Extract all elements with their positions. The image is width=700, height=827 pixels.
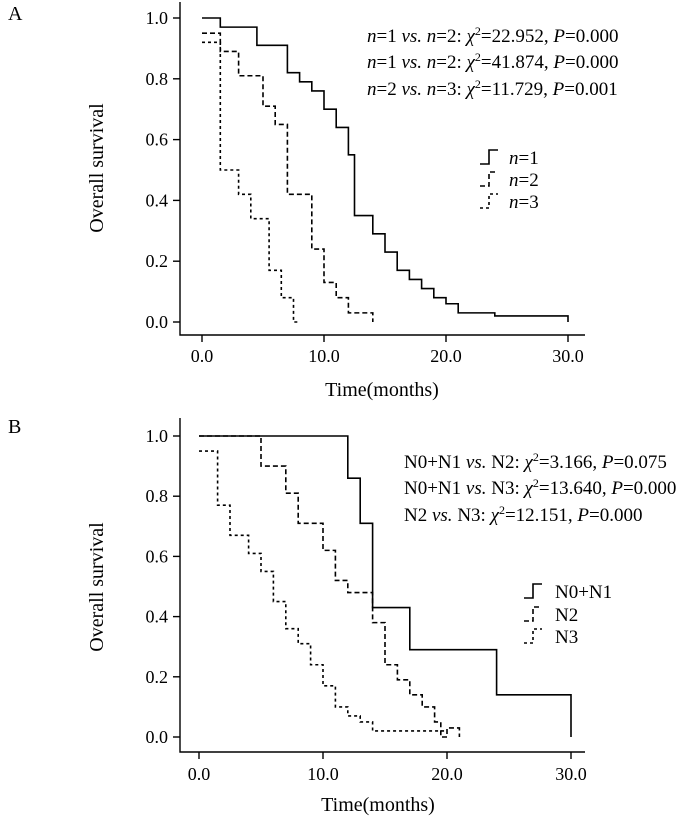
panel-b-series-n3: [199, 450, 447, 732]
panel-b-legend-label: N0+N1: [555, 582, 612, 603]
panel-b-y-tick-label: 0.8: [146, 486, 169, 506]
panel-a-x-tick-label: 30.0: [552, 346, 584, 366]
panel-a-legend-swatch: [480, 149, 498, 165]
panel-a-legend-label: n=3: [509, 192, 539, 213]
panel-b-y-tick-label: 0.6: [146, 546, 169, 566]
panel-b-curves: [199, 435, 572, 738]
panel-b-stat-line: N2 vs. N3: χ2=12.151, P=0.000: [404, 503, 642, 526]
panel-b-y-tick-label: 1.0: [146, 426, 169, 446]
panel-a-x-title: Time(months): [325, 379, 439, 401]
panel-a-legend-label: n=2: [509, 170, 539, 191]
panel-b-ticks: 0.0 0.2 0.4 0.6 0.8 1.0 0.0 10.0 20.0 30.0: [146, 426, 587, 784]
panel-b-stat-line: N0+N1 vs. N3: χ2=13.640, P=0.000: [404, 476, 676, 499]
panel-b-y-tick-label: 0.2: [146, 667, 169, 687]
panel-b-y-title: Overall survival: [86, 522, 108, 652]
panel-a-y-tick-label: 0.8: [146, 69, 169, 89]
panel-a-legend-swatch: [480, 193, 498, 209]
panel-a-stat-line: n=1 vs. n=2: χ2=41.874, P=0.000: [367, 50, 618, 73]
panel-b-legend-swatch: [524, 628, 542, 644]
panel-b-x-tick-label: 0.0: [188, 764, 211, 784]
panel-a-legend-label: n=1: [509, 148, 539, 169]
panel-a-y-tick-label: 0.4: [146, 190, 169, 210]
panel-a-y-tick-label: 0.2: [146, 251, 169, 271]
panel-a-legend: n=1n=2n=3: [480, 148, 539, 213]
panel-a-stats: n=1 vs. n=2: χ2=22.952, P=0.000 n=1 vs. n…: [367, 24, 618, 100]
panel-b-x-tick-label: 10.0: [307, 764, 339, 784]
panel-a-x-tick-label: 10.0: [308, 346, 340, 366]
panel-a: A 0.0 0.2 0.4 0.6 0.8 1.0 0.0 10.0 20.0 30.0 Over…: [8, 2, 618, 401]
panel-a-stat-line: n=1 vs. n=2: χ2=22.952, P=0.000: [367, 24, 618, 47]
panel-b-x-tick-label: 20.0: [431, 764, 463, 784]
panel-a-x-tick-label: 0.0: [191, 346, 214, 366]
panel-b-y-tick-label: 0.4: [146, 607, 169, 627]
panel-b-letter: B: [8, 416, 21, 438]
panel-b-legend-swatch: [524, 606, 542, 622]
panel-b-x-tick-label: 30.0: [555, 764, 587, 784]
panel-b-legend-swatch: [524, 583, 542, 599]
panel-b-stats: N0+N1 vs. N2: χ2=3.166, P=0.075 N0+N1 vs.…: [404, 450, 676, 526]
panel-a-y-tick-label: 0.6: [146, 130, 169, 150]
panel-a-y-tick-label: 0.0: [146, 312, 169, 332]
panel-a-x-tick-label: 20.0: [430, 346, 462, 366]
panel-b: B 0.0 0.2 0.4 0.6 0.8 1.0 0.0 10.0 20.0 30.0 Over…: [8, 416, 676, 816]
panel-a-letter: A: [8, 3, 23, 25]
panel-b-x-title: Time(months): [321, 794, 435, 816]
panel-a-series-n-2: [202, 32, 374, 322]
panel-b-series-n2: [199, 435, 461, 738]
panel-b-y-tick-label: 0.0: [146, 727, 169, 747]
panel-a-legend-swatch: [480, 171, 498, 187]
panel-a-ticks: 0.0 0.2 0.4 0.6 0.8 1.0 0.0 10.0 20.0 30.0: [146, 8, 584, 366]
panel-b-legend-label: N2: [555, 605, 578, 626]
panel-a-y-title: Overall survival: [86, 103, 108, 233]
panel-b-legend-label: N3: [555, 627, 578, 648]
panel-a-axes: [179, 2, 585, 336]
panel-a-curves: [202, 17, 569, 323]
panel-b-axes: [179, 418, 585, 753]
panel-a-stat-line: n=2 vs. n=3: χ2=11.729, P=0.001: [367, 77, 618, 100]
panel-a-y-tick-label: 1.0: [146, 8, 169, 28]
panel-a-series-n-1: [202, 17, 569, 322]
panel-b-stat-line: N0+N1 vs. N2: χ2=3.166, P=0.075: [404, 450, 667, 473]
panel-a-series-n-3: [202, 41, 300, 323]
